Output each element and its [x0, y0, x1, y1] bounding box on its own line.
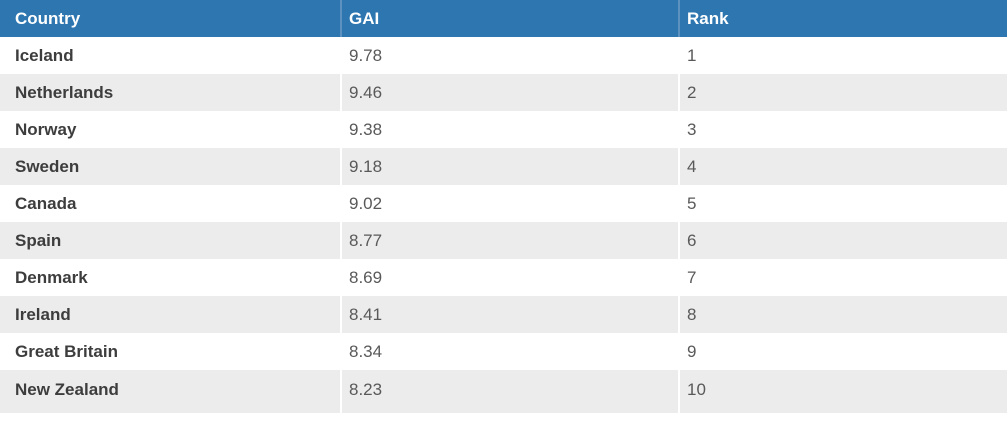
country-cell: Canada	[0, 185, 340, 222]
gai-cell: 8.23	[340, 370, 678, 413]
country-cell: New Zealand	[0, 370, 340, 413]
country-cell: Great Britain	[0, 333, 340, 370]
country-cell: Ireland	[0, 296, 340, 333]
gai-cell: 8.41	[340, 296, 678, 333]
gai-cell: 9.18	[340, 148, 678, 185]
table-row: Great Britain 8.34 9	[0, 333, 1007, 370]
column-header-gai: GAI	[340, 0, 678, 37]
table-header-row: Country GAI Rank	[0, 0, 1007, 37]
table-row: Spain 8.77 6	[0, 222, 1007, 259]
table-row: Norway 9.38 3	[0, 111, 1007, 148]
table-row: Netherlands 9.46 2	[0, 74, 1007, 111]
column-header-rank: Rank	[678, 0, 1007, 37]
rank-cell: 3	[678, 111, 1007, 148]
rank-cell: 2	[678, 74, 1007, 111]
table-row: New Zealand 8.23 10	[0, 370, 1007, 413]
table-row: Ireland 8.41 8	[0, 296, 1007, 333]
country-cell: Netherlands	[0, 74, 340, 111]
gai-cell: 9.38	[340, 111, 678, 148]
country-cell: Iceland	[0, 37, 340, 74]
country-cell: Spain	[0, 222, 340, 259]
country-cell: Sweden	[0, 148, 340, 185]
rank-cell: 7	[678, 259, 1007, 296]
table-body: Iceland 9.78 1 Netherlands 9.46 2 Norway…	[0, 37, 1007, 413]
table-row: Denmark 8.69 7	[0, 259, 1007, 296]
gai-cell: 8.69	[340, 259, 678, 296]
country-cell: Denmark	[0, 259, 340, 296]
rank-cell: 8	[678, 296, 1007, 333]
rank-cell: 4	[678, 148, 1007, 185]
rank-cell: 9	[678, 333, 1007, 370]
rank-cell: 5	[678, 185, 1007, 222]
table-row: Canada 9.02 5	[0, 185, 1007, 222]
gai-cell: 8.34	[340, 333, 678, 370]
gai-cell: 9.02	[340, 185, 678, 222]
table-header: Country GAI Rank	[0, 0, 1007, 37]
column-header-country: Country	[0, 0, 340, 37]
rank-cell: 6	[678, 222, 1007, 259]
gai-cell: 9.46	[340, 74, 678, 111]
gai-cell: 9.78	[340, 37, 678, 74]
country-cell: Norway	[0, 111, 340, 148]
rank-cell: 1	[678, 37, 1007, 74]
table-row: Sweden 9.18 4	[0, 148, 1007, 185]
gai-cell: 8.77	[340, 222, 678, 259]
rank-cell: 10	[678, 370, 1007, 413]
table-row: Iceland 9.78 1	[0, 37, 1007, 74]
